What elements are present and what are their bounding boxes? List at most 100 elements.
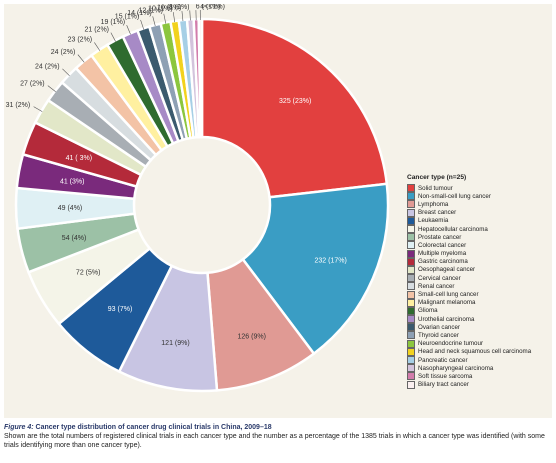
legend-item: Prostate cancer [407,233,555,242]
legend-swatch [407,241,415,250]
legend-label: Soft tissue sarcoma [418,372,473,380]
legend-item: Lymphoma [407,200,555,209]
legend-label: Oesophageal cancer [418,266,476,274]
leader-line [77,54,85,63]
slice-data-label: 126 (9%) [238,333,266,340]
leader-line [140,19,145,30]
legend-swatch [407,364,415,373]
caption-title: Figure 4: Cancer type distribution of ca… [4,424,272,431]
slice-data-label: 21 (2%) [84,27,109,34]
legend-swatch [407,216,415,225]
legend-swatch [407,315,415,324]
figure-caption: Figure 4: Cancer type distribution of ca… [4,423,552,450]
legend-label: Head and neck squamous cell carcinoma [418,348,532,356]
slice-data-label: 24 (2%) [51,49,76,56]
legend-item: Leukaemia [407,216,555,225]
leader-line [94,42,101,51]
slice-data-label: 15 (1%) [115,14,140,21]
slice-data-label: 6 (<1%) [196,4,221,11]
legend-label: Solid tumour [418,184,453,192]
slice-data-label: 54 (4%) [62,235,87,242]
slice-data-label: 19 (1%) [101,19,126,26]
legend-label: Lymphoma [418,200,449,208]
leader-line [152,16,156,27]
legend-item: Thyroid cancer [407,331,555,340]
caption-figure-label: Figure 4: [4,424,34,431]
chart-panel: 325 (23%) 232 (17%) 126 (9%) 121 (9%) 93 (7%… [4,4,552,418]
legend: Cancer type (n=25) Solid tumour Non-small… [407,174,555,389]
leader-line [62,68,70,77]
legend-label: Biliary tract cancer [418,381,469,389]
slice-data-label: 12 (1%) [138,7,163,14]
donut-slice [197,17,204,139]
slice-data-label: 10 (1%) [157,5,182,12]
legend-items: Solid tumour Non-small-cell lung cancer Ly… [407,184,555,389]
legend-swatch [407,323,415,332]
slice-data-label: 121 (9%) [161,340,189,347]
legend-item: Head and neck squamous cell carcinoma [407,347,555,356]
slice-data-label: 10 (1%) [148,6,173,13]
legend-item: Cervical cancer [407,274,555,283]
legend-label: Thyroid cancer [418,331,459,339]
legend-item: Hepatocellular carcinoma [407,225,555,234]
legend-label: Ovarian cancer [418,323,460,331]
leader-line [181,11,184,22]
legend-label: Breast cancer [418,209,457,217]
legend-swatch [407,233,415,242]
legend-swatch [407,372,415,381]
legend-swatch [407,274,415,283]
legend-swatch [407,356,415,365]
slice-data-label: 325 (23%) [279,98,311,105]
leader-line [47,85,56,92]
legend-item: Soft tissue sarcoma [407,372,555,381]
donut-slice [241,182,390,356]
slice-data-label: 4 (<1%) [200,4,225,11]
legend-swatch [407,339,415,348]
legend-swatch [407,257,415,266]
legend-swatch [407,208,415,217]
legend-swatch [407,200,415,209]
legend-item: Malignant melanoma [407,298,555,307]
slice-data-label: 72 (5%) [76,269,101,276]
legend-label: Renal cancer [418,282,455,290]
slice-data-label: 41 (3%) [60,178,85,185]
leader-line [163,13,167,24]
legend-swatch [407,282,415,291]
legend-swatch [407,192,415,201]
legend-swatch [407,290,415,299]
legend-label: Glioma [418,307,438,315]
legend-label: Multiple myeloma [418,250,467,258]
legend-item: Ovarian cancer [407,323,555,332]
legend-label: Neuroendocrine tumour [418,340,484,348]
caption-title-text: Cancer type distribution of cancer drug … [33,424,272,431]
legend-label: Leukaemia [418,217,449,225]
legend-swatch [407,380,415,389]
legend-item: Multiple myeloma [407,249,555,258]
legend-item: Biliary tract cancer [407,380,555,389]
legend-item: Nasopharyngeal carcinoma [407,364,555,373]
caption-body: Shown are the total numbers of registere… [4,433,545,449]
slice-data-label: 93 (7%) [108,306,133,313]
legend-label: Malignant melanoma [418,299,476,307]
legend-swatch [407,331,415,340]
legend-item: Renal cancer [407,282,555,291]
legend-item: Urothelial carcinoma [407,315,555,324]
legend-label: Urothelial carcinoma [418,315,475,323]
legend-label: Colorectal cancer [418,241,467,249]
slice-data-label: 8 (1%) [169,4,190,11]
leader-line [126,25,131,35]
legend-swatch [407,265,415,274]
legend-label: Pancreatic cancer [418,356,468,364]
slice-data-label: 14 (1%) [127,10,152,17]
slice-data-label: 41 ( 3%) [66,155,92,162]
legend-item: Glioma [407,306,555,315]
slice-data-label: 232 (17%) [314,258,346,265]
leader-line [189,10,191,21]
legend-item: Small-cell lung cancer [407,290,555,299]
legend-label: Nasopharyngeal carcinoma [418,364,494,372]
slice-data-label: 27 (2%) [20,81,45,88]
legend-swatch [407,184,415,193]
donut-chart: 325 (23%) 232 (17%) 126 (9%) 121 (9%) 93 (7%… [6,4,390,393]
legend-swatch [407,249,415,258]
legend-item: Non-small-cell lung cancer [407,192,555,201]
